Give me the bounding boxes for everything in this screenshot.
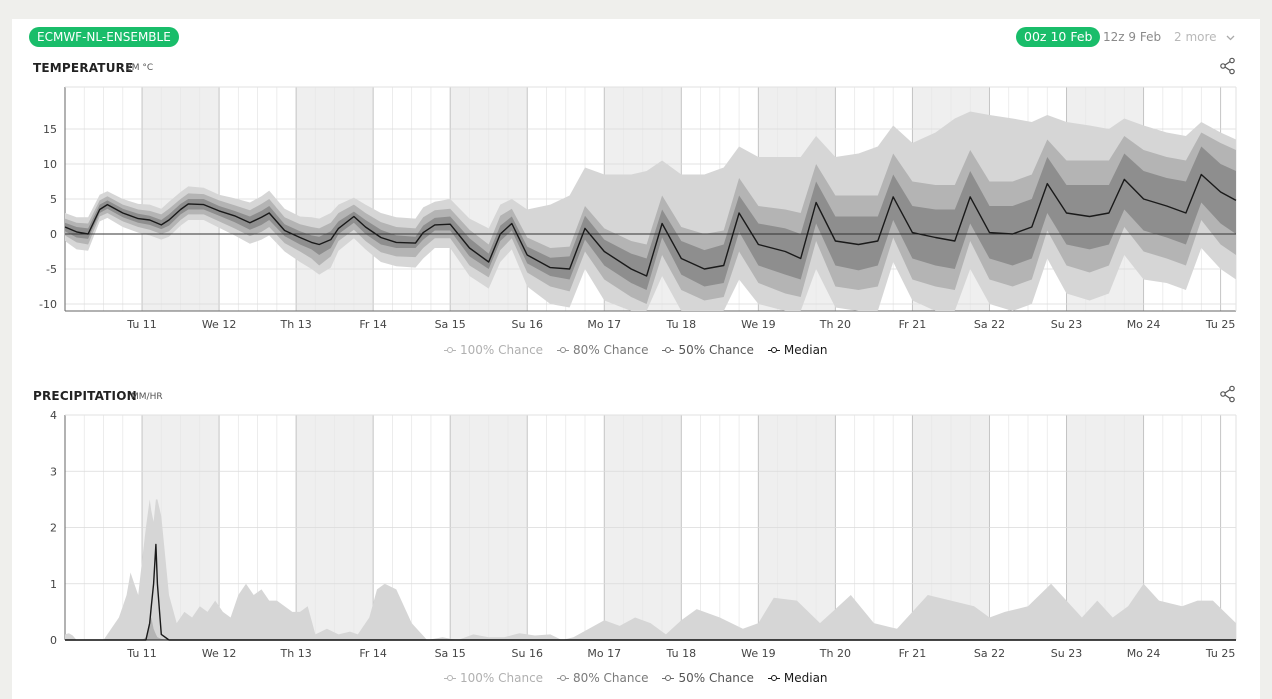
- precipitation-title: PRECIPITATION: [33, 389, 137, 403]
- temperature-legend: 100% Chance 80% Chance 50% Chance Median: [444, 343, 828, 357]
- legend-item[interactable]: 80% Chance: [557, 671, 648, 685]
- temperature-unit: 2M °C: [126, 63, 154, 73]
- legend-marker-icon: [767, 674, 780, 682]
- band-50-area: [65, 146, 1236, 290]
- y-tick-label: 1: [50, 578, 57, 591]
- legend-marker-icon: [444, 674, 456, 682]
- y-tick-label: 2: [50, 522, 57, 535]
- x-tick-label: Th 13: [280, 318, 312, 331]
- y-tick-label: -5: [46, 263, 57, 276]
- share-icon[interactable]: [1219, 385, 1237, 403]
- precipitation-unit: MM/HR: [131, 392, 163, 402]
- x-tick-label: Su 16: [512, 647, 543, 660]
- x-tick-label: Fr 21: [899, 318, 927, 331]
- y-tick-label: 0: [50, 634, 57, 647]
- x-tick-label: Sa 15: [435, 647, 466, 660]
- legend-item[interactable]: Median: [767, 343, 828, 357]
- legend-item[interactable]: 100% Chance: [444, 671, 543, 685]
- legend-label: 50% Chance: [678, 343, 754, 357]
- x-tick-label: We 12: [202, 647, 237, 660]
- model-badge[interactable]: ECMWF-NL-ENSEMBLE: [29, 27, 179, 47]
- temperature-title: TEMPERATURE: [33, 61, 134, 75]
- x-tick-label: Mo 24: [1127, 318, 1161, 331]
- median-line: [65, 543, 1236, 641]
- x-tick-label: We 19: [741, 647, 776, 660]
- run-alt-link[interactable]: 12z 9 Feb: [1103, 30, 1162, 44]
- more-runs-dropdown[interactable]: 2 more: [1174, 30, 1235, 44]
- legend-marker-icon: [444, 346, 456, 354]
- legend-label: 100% Chance: [460, 671, 544, 685]
- legend-marker-icon: [557, 674, 570, 682]
- median-line: [64, 173, 1237, 277]
- x-tick-label: Sa 22: [974, 647, 1005, 660]
- legend-label: 50% Chance: [678, 671, 754, 685]
- band-100-area: [65, 499, 1236, 640]
- x-tick-label: Su 23: [1051, 318, 1082, 331]
- legend-item[interactable]: 80% Chance: [557, 343, 648, 357]
- x-tick-label: Tu 18: [666, 647, 697, 660]
- more-runs-label: 2 more: [1174, 30, 1217, 44]
- share-icon[interactable]: [1219, 57, 1237, 75]
- x-tick-label: Tu 25: [1205, 647, 1236, 660]
- y-tick-label: 4: [50, 409, 57, 422]
- x-tick-label: Th 13: [280, 647, 312, 660]
- x-tick-label: We 19: [741, 318, 776, 331]
- legend-marker-icon: [557, 346, 570, 354]
- x-tick-label: Su 16: [512, 318, 543, 331]
- forecast-card: ECMWF-NL-ENSEMBLE 00z 10 Feb 12z 9 Feb 2…: [12, 19, 1260, 699]
- x-tick-label: Su 23: [1051, 647, 1082, 660]
- legend-marker-icon: [767, 346, 780, 354]
- x-tick-label: Mo 17: [587, 647, 621, 660]
- x-tick-label: Fr 14: [359, 647, 387, 660]
- legend-label: 80% Chance: [573, 343, 649, 357]
- y-tick-label: 3: [50, 465, 57, 478]
- y-tick-label: 5: [50, 193, 57, 206]
- legend-marker-icon: [662, 674, 675, 682]
- x-tick-label: Tu 11: [126, 647, 157, 660]
- x-tick-label: Fr 21: [899, 647, 927, 660]
- legend-label: 100% Chance: [460, 343, 544, 357]
- x-tick-label: Tu 25: [1205, 318, 1236, 331]
- precipitation-legend: 100% Chance 80% Chance 50% Chance Median: [444, 671, 828, 685]
- x-tick-label: We 12: [202, 318, 237, 331]
- legend-marker-icon: [662, 346, 675, 354]
- x-tick-label: Mo 24: [1127, 647, 1161, 660]
- x-tick-label: Tu 11: [126, 318, 157, 331]
- legend-item[interactable]: 50% Chance: [662, 343, 754, 357]
- x-tick-label: Tu 18: [666, 318, 697, 331]
- y-tick-label: 10: [43, 158, 57, 171]
- x-tick-label: Th 20: [819, 647, 851, 660]
- legend-item[interactable]: 50% Chance: [662, 671, 754, 685]
- x-tick-label: Sa 15: [435, 318, 466, 331]
- legend-label: 80% Chance: [573, 671, 649, 685]
- x-tick-label: Mo 17: [587, 318, 621, 331]
- y-tick-label: -10: [39, 298, 57, 311]
- x-tick-label: Th 20: [819, 318, 851, 331]
- x-tick-label: Fr 14: [359, 318, 387, 331]
- legend-item[interactable]: 100% Chance: [444, 343, 543, 357]
- chevron-down-icon: [1226, 30, 1235, 44]
- legend-item[interactable]: Median: [767, 671, 828, 685]
- legend-label: Median: [783, 343, 828, 357]
- y-tick-label: 0: [50, 228, 57, 241]
- y-tick-label: 15: [43, 123, 57, 136]
- legend-label: Median: [783, 671, 828, 685]
- run-active-badge[interactable]: 00z 10 Feb: [1016, 27, 1101, 47]
- x-tick-label: Sa 22: [974, 318, 1005, 331]
